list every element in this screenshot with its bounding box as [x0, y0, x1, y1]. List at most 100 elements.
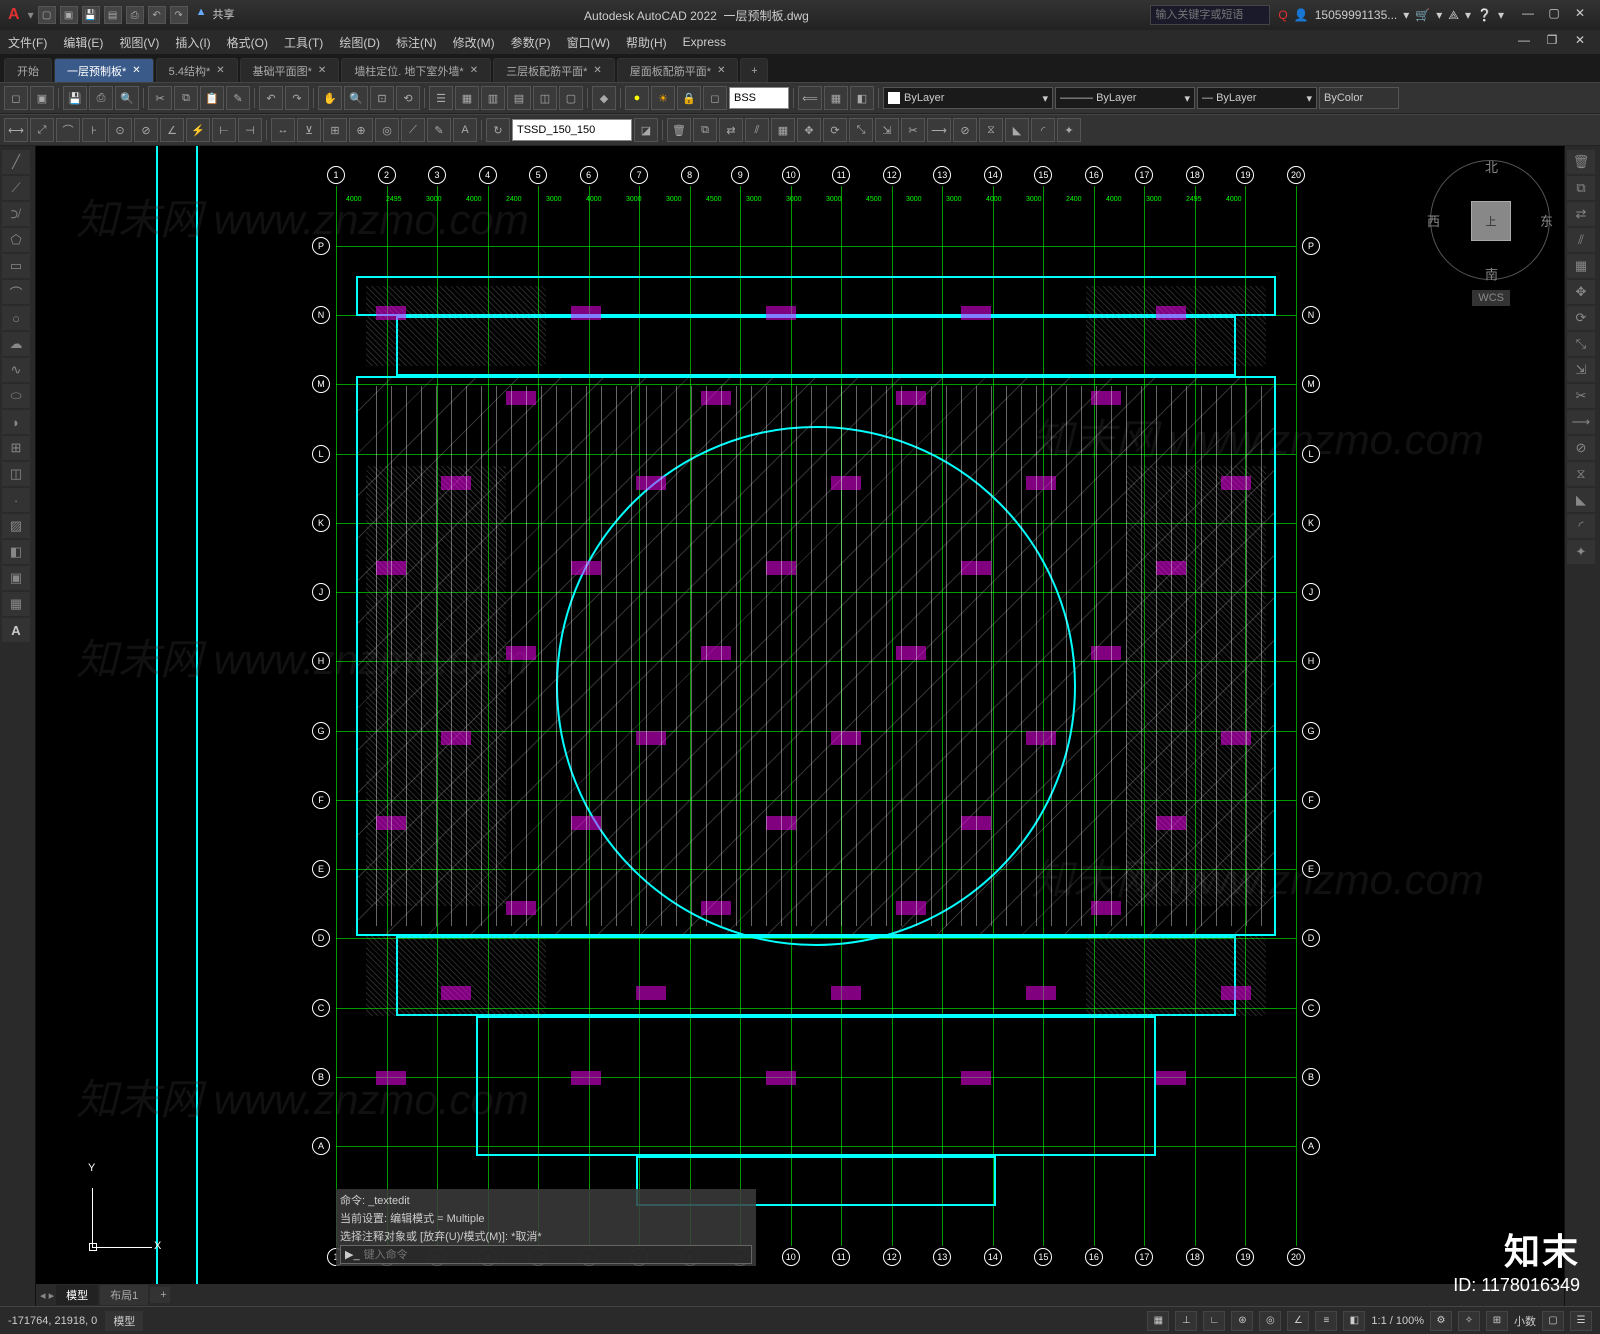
gradient-icon[interactable]: ◧	[2, 540, 30, 564]
dimstyle-combo[interactable]	[512, 119, 632, 141]
properties-icon[interactable]: ☰	[429, 86, 453, 110]
anno-icon[interactable]: ✧	[1458, 1311, 1480, 1331]
join-icon[interactable]: ⧖	[1567, 462, 1595, 486]
menu-insert[interactable]: 插入(I)	[175, 34, 210, 51]
doc-minimize[interactable]: —	[1512, 33, 1536, 51]
otrack-toggle[interactable]: ∠	[1287, 1311, 1309, 1331]
tab-doc5[interactable]: 三层板配筋平面*✕	[493, 58, 615, 82]
clean-screen-icon[interactable]: ▢	[1542, 1311, 1564, 1331]
dim-update-icon[interactable]: ↻	[486, 118, 510, 142]
mirror-icon[interactable]: ⇄	[1567, 202, 1595, 226]
doc-restore[interactable]: ❐	[1540, 33, 1564, 51]
open-icon[interactable]: ▣	[30, 86, 54, 110]
scale-display[interactable]: 1:1 / 100%	[1371, 1315, 1424, 1327]
dim-continue-icon[interactable]: ⊣	[238, 118, 262, 142]
dim-aligned-icon[interactable]: ⤢	[30, 118, 54, 142]
tab-doc3[interactable]: 基础平面图*✕	[240, 58, 340, 82]
modify-chamfer-icon[interactable]: ◣	[1005, 118, 1029, 142]
modify-move-icon[interactable]: ✥	[797, 118, 821, 142]
workspace-icon[interactable]: ⊞	[1486, 1311, 1508, 1331]
design-center-icon[interactable]: ▦	[455, 86, 479, 110]
modify-rotate-icon[interactable]: ⟳	[823, 118, 847, 142]
menu-format[interactable]: 格式(O)	[227, 34, 268, 51]
modify-mirror-icon[interactable]: ⇄	[719, 118, 743, 142]
layer-dropdown[interactable]: ByLayer▾	[883, 87, 1053, 109]
array-icon[interactable]: ▦	[1567, 254, 1595, 278]
open-icon[interactable]: ▣	[60, 6, 78, 24]
layout1-tab[interactable]: 布局1	[100, 1285, 148, 1305]
close-icon[interactable]: ✕	[593, 65, 601, 76]
minimize-button[interactable]: —	[1516, 6, 1540, 24]
menu-param[interactable]: 参数(P)	[511, 34, 551, 51]
modify-array-icon[interactable]: ▦	[771, 118, 795, 142]
zoom-icon[interactable]: 🔍	[344, 86, 368, 110]
modify-copy-icon[interactable]: ⧉	[693, 118, 717, 142]
help-icon[interactable]: ❔	[1477, 8, 1492, 22]
redo-icon[interactable]: ↷	[285, 86, 309, 110]
pline-icon[interactable]: ⟉	[2, 202, 30, 226]
doc-close[interactable]: ✕	[1568, 33, 1592, 51]
saveas-icon[interactable]: ▤	[104, 6, 122, 24]
user-area[interactable]: Q 👤 15059991135... ▾ 🛒 ▾ ⟁ ▾ ❔ ▾	[1278, 8, 1504, 23]
close-icon[interactable]: ✕	[717, 65, 725, 76]
freeze-icon[interactable]: ☀	[651, 86, 675, 110]
extend-icon[interactable]: ⟶	[1567, 410, 1595, 434]
modify-trim-icon[interactable]: ✂	[901, 118, 925, 142]
modify-stretch-icon[interactable]: ⇲	[875, 118, 899, 142]
table-icon[interactable]: ▦	[2, 592, 30, 616]
close-icon[interactable]: ✕	[132, 65, 140, 76]
plotstyle-dropdown[interactable]: ByColor	[1319, 87, 1399, 109]
fillet-icon[interactable]: ◜	[1567, 514, 1595, 538]
sheet-set-icon[interactable]: ▤	[507, 86, 531, 110]
close-icon[interactable]: ✕	[318, 65, 326, 76]
menu-view[interactable]: 视图(V)	[119, 34, 159, 51]
tab-doc4[interactable]: 墙柱定位. 地下室外墙*✕	[341, 58, 491, 82]
customize-icon[interactable]: ☰	[1570, 1311, 1592, 1331]
bss-combo[interactable]	[729, 87, 789, 109]
modify-fillet-icon[interactable]: ◜	[1031, 118, 1055, 142]
tolerance-icon[interactable]: ⊞	[323, 118, 347, 142]
ray-icon[interactable]: ⟋	[2, 176, 30, 200]
stretch-icon[interactable]: ⇲	[1567, 358, 1595, 382]
line-icon[interactable]: ╱	[2, 150, 30, 174]
units-display[interactable]: 小数	[1514, 1313, 1536, 1329]
tool-palette-icon[interactable]: ▥	[481, 86, 505, 110]
layer-prev-icon[interactable]: ⟸	[798, 86, 822, 110]
chamfer-icon[interactable]: ◣	[1567, 488, 1595, 512]
paste-icon[interactable]: 📋	[200, 86, 224, 110]
close-icon[interactable]: ✕	[216, 65, 224, 76]
mtext-icon[interactable]: A	[2, 618, 30, 642]
match-icon[interactable]: ✎	[226, 86, 250, 110]
tab-start[interactable]: 开始	[4, 58, 52, 82]
dim-space-icon[interactable]: ↔	[271, 118, 295, 142]
dim-jogged-icon[interactable]: ⟋	[401, 118, 425, 142]
modify-extend-icon[interactable]: ⟶	[927, 118, 951, 142]
search-input[interactable]	[1150, 5, 1270, 25]
modify-explode-icon[interactable]: ✦	[1057, 118, 1081, 142]
space-display[interactable]: 模型	[105, 1311, 143, 1331]
layer-icon[interactable]: ◆	[592, 86, 616, 110]
dim-arc-icon[interactable]: ⌒	[56, 118, 80, 142]
menu-help[interactable]: 帮助(H)	[626, 34, 667, 51]
transparency-toggle[interactable]: ◧	[1343, 1311, 1365, 1331]
snap-toggle[interactable]: ⊥	[1175, 1311, 1197, 1331]
layer-state-icon[interactable]: ▦	[824, 86, 848, 110]
command-window[interactable]: 命令: _textedit 当前设置: 编辑模式 = Multiple 选择注释…	[336, 1189, 756, 1266]
ucs-icon[interactable]: X Y	[92, 1168, 172, 1248]
menu-modify[interactable]: 修改(M)	[453, 34, 495, 51]
viewcube[interactable]: 北 南 东 西 上	[1430, 160, 1550, 280]
drawing-canvas[interactable]: 知末网 www.znzmo.com 知末网 www.znzmo.com 知末网 …	[36, 146, 1564, 1306]
dim-linear-icon[interactable]: ⟷	[4, 118, 28, 142]
osnap-toggle[interactable]: ◎	[1259, 1311, 1281, 1331]
arc-icon[interactable]: ⌒	[2, 280, 30, 304]
circle-icon[interactable]: ○	[2, 306, 30, 330]
undo-icon[interactable]: ↶	[148, 6, 166, 24]
dimstyle-icon[interactable]: ◪	[634, 118, 658, 142]
model-tab[interactable]: 模型	[56, 1285, 98, 1305]
modify-offset-icon[interactable]: ⫽	[745, 118, 769, 142]
polar-toggle[interactable]: ⊛	[1231, 1311, 1253, 1331]
dim-diameter-icon[interactable]: ⊘	[134, 118, 158, 142]
gear-icon[interactable]: ⚙	[1430, 1311, 1452, 1331]
break-icon[interactable]: ⊘	[1567, 436, 1595, 460]
rotate-icon[interactable]: ⟳	[1567, 306, 1595, 330]
